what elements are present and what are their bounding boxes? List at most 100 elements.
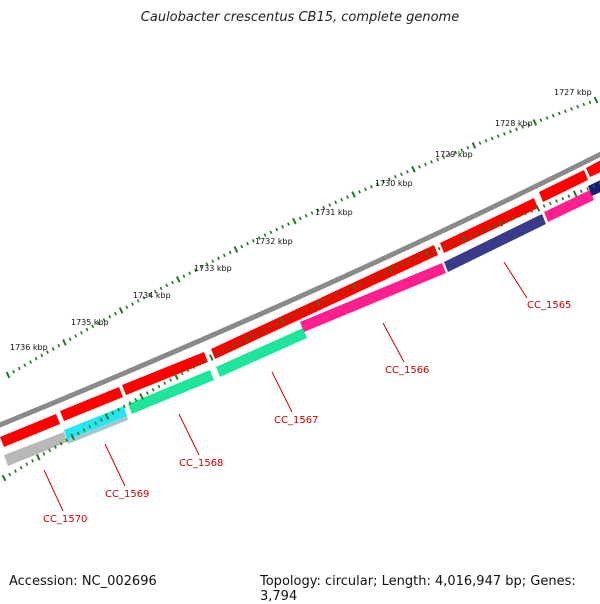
minor-tick bbox=[114, 311, 117, 316]
minor-tick bbox=[478, 141, 482, 145]
inner-tick-ring bbox=[1, 182, 600, 482]
minor-tick bbox=[419, 254, 423, 259]
scale-label: 1727 kbp bbox=[554, 88, 592, 97]
minor-tick bbox=[401, 262, 404, 267]
minor-tick bbox=[395, 265, 398, 269]
minor-tick bbox=[211, 259, 215, 264]
minor-tick bbox=[34, 356, 38, 361]
minor-tick bbox=[122, 404, 126, 409]
gene-arrow-red bbox=[539, 170, 588, 202]
minor-tick bbox=[31, 458, 34, 463]
major-tick bbox=[62, 339, 67, 346]
minor-tick bbox=[65, 438, 69, 442]
minor-tick bbox=[542, 204, 546, 208]
minor-tick bbox=[588, 100, 592, 105]
minor-tick bbox=[91, 324, 95, 329]
minor-tick bbox=[76, 431, 80, 436]
minor-tick bbox=[186, 368, 190, 373]
scale-labels: 1727 kbp 1728 kbp 1729 kbp 1730 kbp 1731… bbox=[10, 88, 592, 352]
minor-tick bbox=[442, 155, 446, 160]
minor-tick bbox=[406, 169, 409, 174]
minor-tick bbox=[468, 234, 472, 238]
minor-tick bbox=[334, 200, 338, 205]
minor-tick bbox=[217, 256, 220, 261]
minor-tick bbox=[364, 187, 367, 192]
minor-tick bbox=[364, 278, 368, 283]
minor-tick bbox=[23, 363, 27, 368]
minor-tick bbox=[460, 148, 464, 152]
minor-tick bbox=[94, 421, 97, 425]
minor-tick bbox=[551, 113, 555, 118]
minor-tick bbox=[57, 343, 61, 348]
minor-tick bbox=[567, 194, 571, 198]
minor-tick bbox=[592, 184, 596, 189]
major-tick bbox=[535, 205, 541, 212]
gene-label: CC_1565 bbox=[527, 300, 571, 311]
minor-tick bbox=[487, 226, 490, 231]
minor-tick bbox=[370, 276, 374, 280]
minor-tick bbox=[530, 209, 534, 213]
minor-tick bbox=[204, 358, 207, 363]
minor-tick bbox=[163, 381, 167, 386]
minor-tick bbox=[454, 150, 458, 155]
minor-tick bbox=[515, 127, 518, 132]
minor-tick bbox=[97, 321, 100, 325]
minor-tick bbox=[548, 201, 552, 206]
gene-arrow-red bbox=[60, 387, 123, 421]
scale-label: 1731 kbp bbox=[315, 208, 353, 217]
minor-tick bbox=[117, 407, 120, 412]
minor-tick bbox=[346, 195, 349, 199]
minor-tick bbox=[281, 224, 285, 229]
minor-tick bbox=[53, 445, 57, 449]
minor-tick bbox=[493, 223, 497, 228]
minor-tick bbox=[298, 216, 302, 221]
minor-tick bbox=[382, 270, 386, 275]
minor-tick bbox=[376, 182, 379, 187]
minor-tick bbox=[128, 401, 132, 405]
minor-tick bbox=[136, 299, 140, 303]
scale-label: 1733 kbp bbox=[194, 264, 232, 273]
minor-tick bbox=[142, 296, 146, 300]
leader-line bbox=[271, 371, 293, 413]
minor-tick bbox=[509, 129, 512, 134]
minor-tick bbox=[246, 241, 249, 246]
major-tick bbox=[315, 299, 321, 307]
minor-tick bbox=[192, 365, 196, 369]
minor-tick bbox=[85, 327, 89, 332]
gene-cc-1566 bbox=[300, 263, 446, 332]
minor-tick bbox=[221, 349, 225, 354]
major-tick bbox=[424, 250, 430, 258]
minor-tick bbox=[19, 465, 23, 470]
leader-line bbox=[178, 413, 200, 456]
minor-tick bbox=[182, 274, 186, 279]
major-tick bbox=[351, 191, 356, 198]
major-tick bbox=[572, 190, 578, 198]
minor-tick bbox=[256, 330, 260, 335]
minor-tick bbox=[545, 116, 549, 120]
minor-tick bbox=[524, 211, 527, 216]
scale-ticks bbox=[5, 96, 599, 379]
minor-tick bbox=[263, 233, 267, 237]
minor-tick bbox=[59, 441, 63, 446]
major-tick bbox=[5, 371, 11, 379]
minor-tick bbox=[159, 286, 163, 291]
major-tick bbox=[244, 335, 249, 343]
minor-tick bbox=[413, 257, 417, 261]
leader-line bbox=[43, 469, 64, 512]
map-title: Caulobacter crescentus CB15, complete ge… bbox=[140, 10, 460, 25]
minor-tick bbox=[194, 268, 197, 273]
gene-arrow-red bbox=[211, 245, 438, 359]
minor-tick bbox=[68, 337, 72, 342]
minor-tick bbox=[17, 366, 21, 371]
major-tick bbox=[351, 282, 357, 290]
major-tick bbox=[233, 246, 239, 253]
gene-arrow-red bbox=[0, 414, 60, 447]
minor-tick bbox=[424, 162, 427, 167]
gene-label: CC_1570 bbox=[43, 514, 87, 525]
minor-tick bbox=[88, 424, 92, 429]
minor-tick bbox=[198, 362, 202, 366]
minor-tick bbox=[298, 310, 302, 314]
minor-tick bbox=[505, 218, 509, 223]
minor-tick bbox=[13, 469, 17, 473]
scale-label: 1728 kbp bbox=[495, 119, 533, 128]
